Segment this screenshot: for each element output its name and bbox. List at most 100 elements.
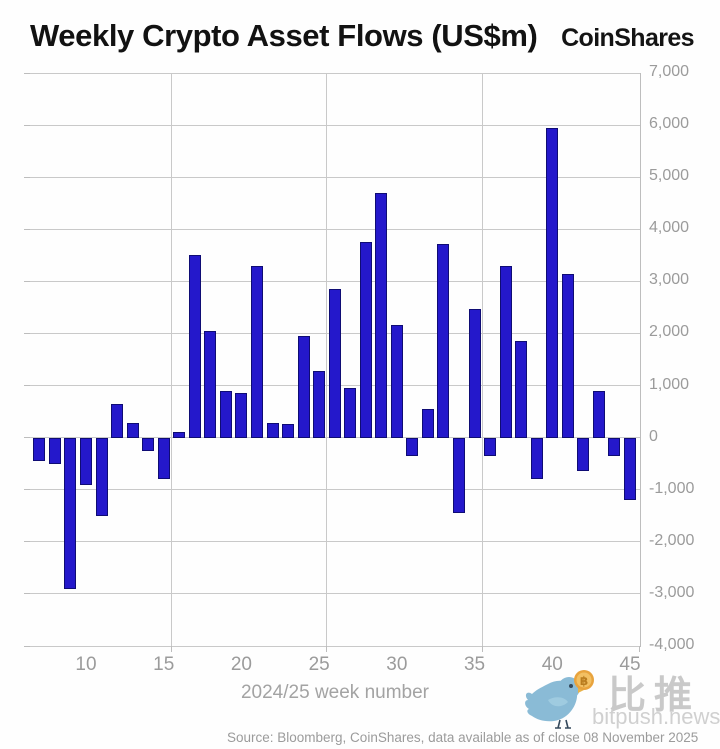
y-tick-mark: [24, 593, 30, 595]
y-gridline: [30, 280, 640, 282]
bar-week-23: [282, 424, 295, 438]
y-tick-label: 1,000: [649, 375, 690, 393]
bar-week-9: [64, 437, 77, 589]
bar-week-14: [142, 437, 155, 451]
bar-week-44: [608, 437, 621, 457]
bar-week-18: [204, 330, 217, 438]
bitcoin-symbol: ฿: [580, 674, 588, 688]
bar-week-20: [235, 393, 248, 438]
bar-week-10: [80, 437, 92, 485]
y-gridline: [30, 437, 640, 439]
y-tick-mark: [24, 280, 30, 282]
y-tick-label: -1,000: [649, 479, 695, 497]
y-gridline: [30, 593, 640, 595]
y-gridline: [30, 541, 640, 543]
bar-week-26: [328, 289, 341, 438]
x-tick-mark: [170, 646, 172, 652]
y-tick-mark: [24, 124, 30, 126]
y-tick-mark: [24, 176, 30, 178]
bar-week-13: [126, 423, 139, 438]
bar-week-25: [313, 371, 326, 438]
x-tick-label: 30: [386, 654, 408, 675]
x-gridline: [481, 73, 483, 646]
bitpush-watermark: ฿ 比推 bitpush.news: [520, 660, 720, 740]
bar-week-40: [546, 127, 559, 438]
y-tick-label: -4,000: [649, 636, 695, 653]
bar-week-41: [561, 274, 574, 438]
bar-week-15: [157, 437, 170, 480]
y-tick-mark: [24, 385, 30, 387]
bar-week-30: [390, 324, 403, 438]
bar-week-45: [624, 437, 636, 500]
x-tick-label: 15: [153, 654, 175, 675]
bar-week-16: [173, 432, 186, 438]
bar-week-22: [266, 422, 279, 438]
x-axis-title: 2024/25 week number: [240, 682, 429, 703]
x-tick-label: 40: [541, 654, 563, 675]
y-gridline: [30, 72, 640, 74]
watermark-chinese-text: 比推: [608, 675, 701, 717]
twitter-bird-icon: ฿: [525, 670, 594, 729]
x-tick-mark: [639, 646, 641, 652]
bar-week-19: [219, 390, 232, 438]
bar-week-29: [375, 192, 388, 438]
y-tick-label: -2,000: [649, 531, 695, 549]
x-gridline: [326, 73, 328, 646]
watermark-site-text: bitpush.news: [592, 704, 720, 729]
y-tick-mark: [24, 228, 30, 230]
y-tick-label: 2,000: [649, 323, 690, 341]
y-tick-label: 7,000: [649, 63, 690, 80]
x-tick-label: 20: [230, 654, 252, 675]
y-gridline: [30, 228, 640, 230]
bar-week-43: [592, 390, 605, 438]
bar-week-37: [499, 265, 512, 438]
x-gridline: [170, 73, 172, 646]
y-tick-mark: [24, 437, 30, 439]
x-tick-label: 10: [75, 654, 97, 675]
y-tick-mark: [24, 489, 30, 491]
y-tick-label: 4,000: [649, 219, 690, 237]
y-tick-mark: [24, 541, 30, 543]
bar-week-21: [250, 265, 263, 438]
bar-chart-plot-area: 10 15 20 25 30 35 40 45: [30, 72, 641, 675]
y-tick-mark: [24, 72, 30, 74]
x-tick-label: 45: [619, 654, 641, 675]
bar-week-28: [359, 242, 372, 438]
x-tick-mark: [481, 646, 483, 652]
y-tick-label: 6,000: [649, 115, 690, 133]
y-tick-mark: [24, 332, 30, 334]
bar-week-8: [48, 437, 61, 464]
bar-week-11: [95, 437, 108, 516]
bar-week-34: [453, 437, 466, 513]
coinshares-logo: CoinShares: [561, 24, 695, 52]
bar-week-27: [344, 387, 357, 438]
bar-week-7: [33, 437, 46, 462]
bar-week-38: [515, 340, 528, 438]
bar-week-39: [530, 437, 543, 480]
y-tick-label: -3,000: [649, 583, 695, 601]
bar-week-12: [111, 403, 124, 438]
y-gridline: [30, 176, 640, 178]
y-tick-mark: [24, 645, 30, 647]
plot-right-border: [640, 73, 641, 647]
bar-week-36: [484, 437, 497, 457]
bar-week-31: [406, 437, 419, 457]
y-tick-label: 3,000: [649, 271, 690, 289]
y-gridline: [30, 645, 640, 647]
source-attribution: Source: Bloomberg, CoinShares, data avai…: [227, 730, 699, 745]
x-tick-mark: [326, 646, 328, 652]
page-title: Weekly Crypto Asset Flows (US$m): [30, 18, 538, 53]
y-gridline: [30, 124, 640, 126]
bar-week-32: [421, 408, 434, 438]
bar-week-35: [468, 308, 481, 438]
y-tick-label: 5,000: [649, 167, 690, 185]
bar-week-24: [297, 336, 310, 438]
bar-week-33: [437, 243, 450, 438]
x-tick-label: 35: [463, 654, 486, 675]
y-tick-label: 0: [649, 427, 658, 445]
y-gridline: [30, 489, 640, 491]
x-tick-label: 25: [308, 654, 330, 675]
bar-week-17: [188, 255, 201, 438]
bar-week-42: [577, 437, 590, 472]
